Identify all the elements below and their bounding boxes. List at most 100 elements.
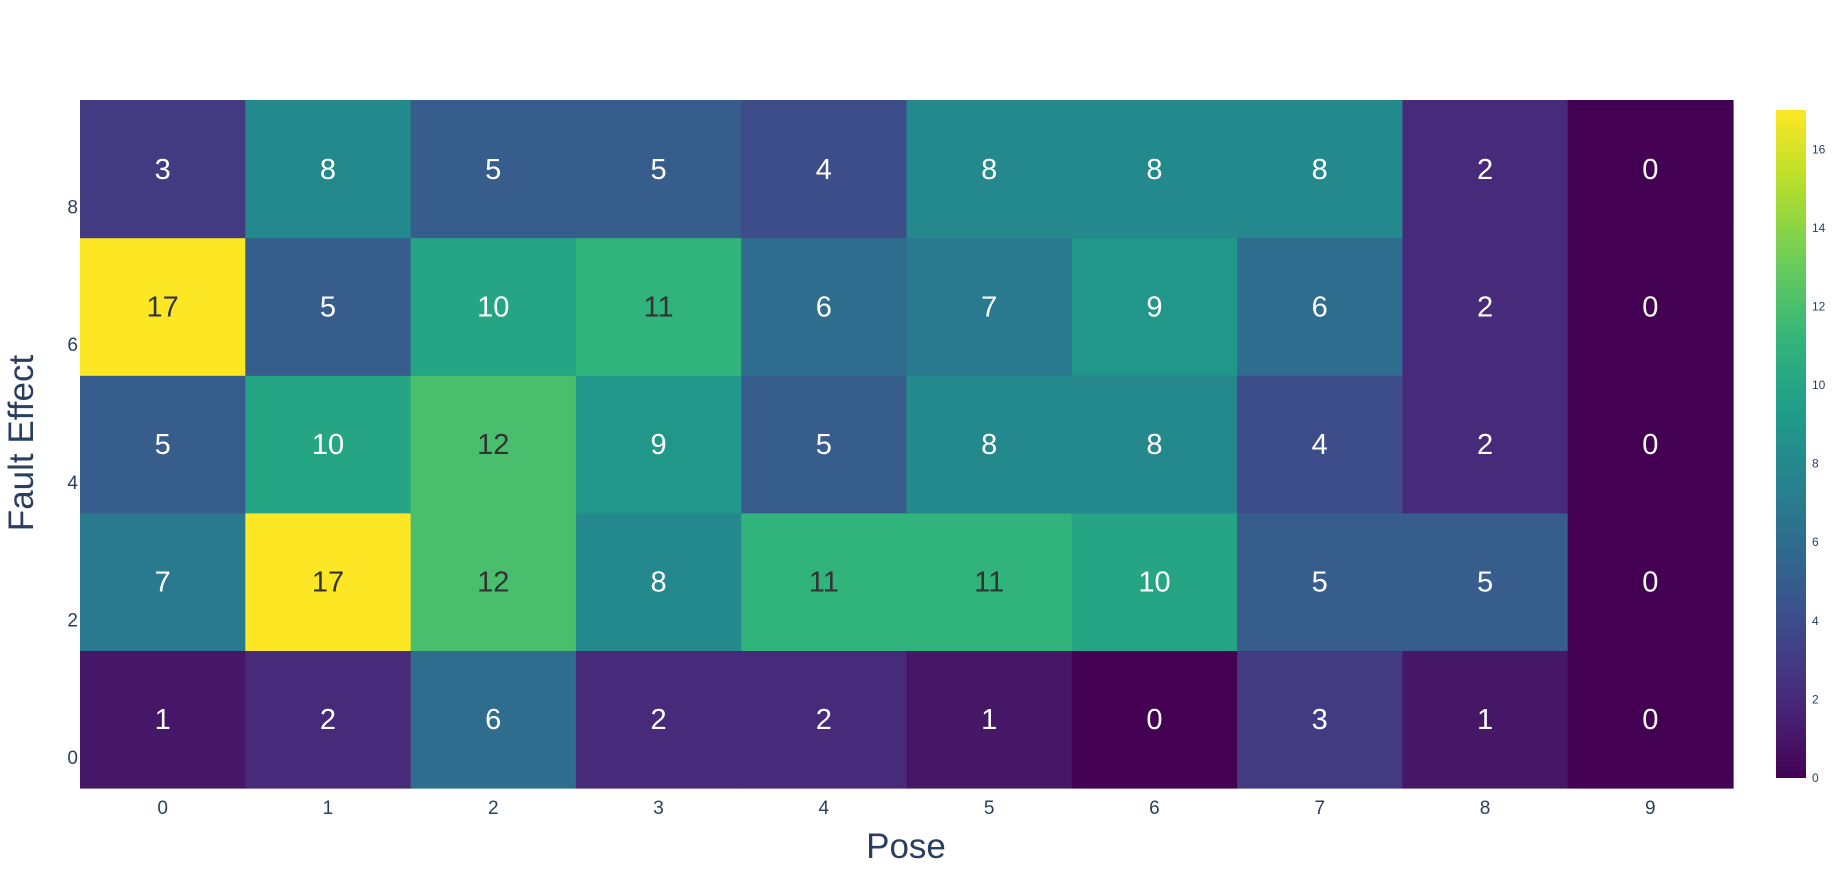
heatmap-cell-r4-c1 — [245, 100, 412, 239]
heatmap-cell-r1-c3 — [575, 512, 742, 651]
cell-value-label-r0-c2: 6 — [485, 704, 501, 736]
heatmap-cell-r1-c7 — [1237, 512, 1403, 651]
cell-value-label-r2-c4: 5 — [816, 429, 832, 461]
x-tick-label-5: 5 — [984, 798, 995, 819]
colorbar-gradient — [1776, 110, 1806, 778]
y-axis-ticks: 0 2 4 6 8 — [67, 198, 78, 769]
colorbar-ticks: 0 2 4 6 8 10 12 14 16 — [1812, 142, 1826, 785]
cell-value-label-r0-c0: 1 — [155, 704, 171, 736]
heatmap-cell-r1-c9 — [1567, 512, 1734, 651]
cell-value-label-r2-c5: 8 — [981, 429, 997, 461]
colorbar: 0 2 4 6 8 10 12 14 16 — [1776, 110, 1826, 785]
heatmap-cell-r2-c7 — [1237, 375, 1403, 514]
heatmap-cell-r0-c2 — [410, 650, 577, 789]
cell-value-label-r0-c8: 1 — [1477, 704, 1493, 736]
y-axis-title: Fault Effect — [2, 355, 41, 532]
colorbar-tick-label-0: 0 — [1812, 771, 1819, 785]
heatmap-cell-r3-c0 — [80, 237, 246, 376]
heatmap-cell-r2-c9 — [1567, 375, 1734, 514]
heatmap-cell-r2-c5 — [906, 375, 1073, 514]
heatmap-cell-r4-c7 — [1237, 100, 1403, 239]
heatmap-cell-r3-c6 — [1071, 237, 1238, 376]
heatmap-cell-r0-c0 — [80, 650, 246, 789]
cell-value-label-r4-c1: 8 — [320, 154, 336, 186]
cell-value-label-r3-c5: 7 — [981, 291, 997, 323]
colorbar-tick-label-8: 16 — [1812, 142, 1826, 156]
heatmap-cell-r1-c8 — [1402, 512, 1569, 651]
x-axis-title: Pose — [866, 827, 946, 866]
cell-value-label-r2-c1: 10 — [312, 429, 344, 461]
heatmap-cell-r3-c4 — [741, 237, 908, 376]
heatmap-cell-r3-c7 — [1237, 237, 1403, 376]
cell-value-label-r0-c6: 0 — [1146, 704, 1162, 736]
x-tick-label-9: 9 — [1645, 798, 1656, 819]
cell-value-label-r1-c4: 11 — [809, 567, 839, 599]
y-tick-label-1: 2 — [67, 610, 78, 631]
heatmap-cell-labels: 1 2 6 2 2 1 0 3 1 07 17 12 8 11 11 10 5 5 05 10 12 9 5 8 8 4 2 017 5… — [147, 154, 1659, 736]
cell-value-label-r2-c6: 8 — [1146, 429, 1162, 461]
colorbar-tick-label-3: 6 — [1812, 535, 1819, 549]
heatmap-cell-r0-c7 — [1237, 650, 1403, 789]
y-tick-label-2: 4 — [67, 473, 78, 494]
cell-value-label-r4-c9: 0 — [1642, 154, 1658, 186]
cell-value-label-r1-c7: 5 — [1312, 567, 1328, 599]
heatmap-cell-r0-c1 — [245, 650, 412, 789]
heatmap-cell-r4-c5 — [906, 100, 1073, 239]
heatmap-cell-r2-c4 — [741, 375, 908, 514]
colorbar-tick-label-5: 10 — [1812, 378, 1826, 392]
cell-value-label-r4-c5: 8 — [981, 154, 997, 186]
cell-value-label-r3-c7: 6 — [1312, 291, 1328, 323]
cell-value-label-r2-c9: 0 — [1642, 429, 1658, 461]
colorbar-tick-label-7: 14 — [1812, 221, 1826, 235]
x-tick-label-1: 1 — [323, 798, 334, 819]
cell-value-label-r3-c6: 9 — [1146, 291, 1162, 323]
cell-value-label-r3-c9: 0 — [1642, 291, 1658, 323]
cell-value-label-r3-c2: 10 — [477, 291, 509, 323]
x-tick-label-2: 2 — [488, 798, 499, 819]
colorbar-tick-label-6: 12 — [1812, 299, 1826, 313]
heatmap-cell-r4-c9 — [1567, 100, 1734, 239]
heatmap-cell-r4-c0 — [80, 100, 246, 239]
heatmap-cell-r1-c5 — [906, 512, 1073, 651]
heatmap-cell-r3-c9 — [1567, 237, 1734, 376]
x-tick-label-8: 8 — [1480, 798, 1491, 819]
heatmap-cell-r2-c3 — [575, 375, 742, 514]
cell-value-label-r1-c8: 5 — [1477, 567, 1493, 599]
x-tick-label-7: 7 — [1314, 798, 1325, 819]
heatmap-cell-r0-c8 — [1402, 650, 1569, 789]
x-tick-label-3: 3 — [653, 798, 664, 819]
heatmap-cell-r3-c8 — [1402, 237, 1569, 376]
cell-value-label-r1-c1: 17 — [312, 567, 344, 599]
cell-value-label-r3-c3: 11 — [643, 291, 673, 323]
cell-value-label-r4-c0: 3 — [155, 154, 171, 186]
cell-value-label-r0-c7: 3 — [1312, 704, 1328, 736]
heatmap-cell-r1-c0 — [80, 512, 246, 651]
heatmap-cell-r4-c2 — [410, 100, 577, 239]
heatmap-cell-r1-c4 — [741, 512, 908, 651]
heatmap-cell-r1-c1 — [245, 512, 412, 651]
cell-value-label-r1-c9: 0 — [1642, 567, 1658, 599]
heatmap-cell-r4-c8 — [1402, 100, 1569, 239]
cell-value-label-r1-c6: 10 — [1138, 567, 1170, 599]
cell-value-label-r3-c4: 6 — [816, 291, 832, 323]
cell-value-label-r2-c8: 2 — [1477, 429, 1493, 461]
cell-value-label-r3-c1: 5 — [320, 291, 336, 323]
cell-value-label-r3-c8: 2 — [1477, 291, 1493, 323]
heatmap-cell-r3-c2 — [410, 237, 577, 376]
colorbar-tick-label-4: 8 — [1812, 457, 1819, 471]
x-tick-label-4: 4 — [819, 798, 830, 819]
heatmap-cell-r2-c1 — [245, 375, 412, 514]
heatmap-cell-r2-c2 — [410, 375, 577, 514]
cell-value-label-r4-c6: 8 — [1146, 154, 1162, 186]
cell-value-label-r2-c3: 9 — [650, 429, 666, 461]
heatmap-cell-r4-c6 — [1071, 100, 1238, 239]
heatmap-cell-r3-c3 — [575, 237, 742, 376]
y-tick-label-3: 6 — [67, 335, 78, 356]
cell-value-label-r0-c4: 2 — [816, 704, 832, 736]
cell-value-label-r1-c2: 12 — [477, 567, 509, 599]
x-tick-label-0: 0 — [157, 798, 168, 819]
cell-value-label-r0-c3: 2 — [650, 704, 666, 736]
heatmap-cell-r0-c3 — [575, 650, 742, 789]
